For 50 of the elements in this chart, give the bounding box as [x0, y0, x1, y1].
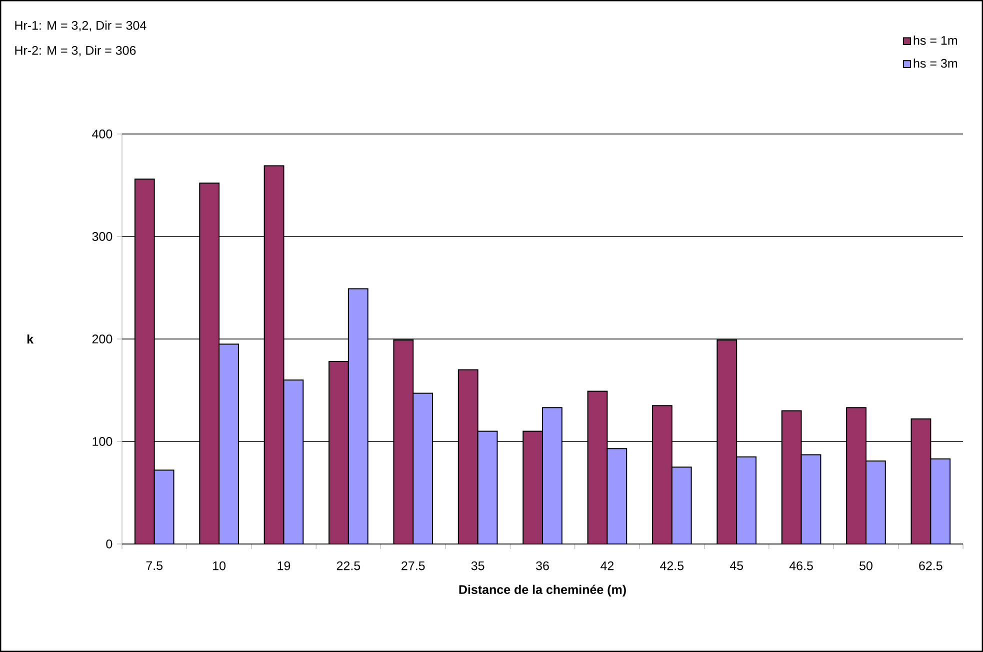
x-tick-label: 46.5	[789, 561, 813, 570]
bar	[218, 344, 239, 544]
bar	[393, 340, 414, 544]
x-tick-label: 42.5	[660, 561, 684, 570]
x-tick-label: 62.5	[919, 561, 942, 570]
bar	[264, 165, 284, 544]
bar	[800, 454, 822, 544]
bar	[348, 288, 368, 544]
bar	[846, 407, 866, 544]
y-tick-label: 100	[92, 437, 112, 446]
bar	[328, 361, 349, 544]
bar	[652, 405, 672, 544]
x-axis-title: Distance de la cheminée (m)	[459, 584, 626, 596]
bar	[736, 456, 756, 544]
bar	[199, 182, 220, 544]
bar	[477, 430, 498, 544]
x-tick-label: 27.5	[402, 561, 425, 570]
x-tick-label: 7.5	[146, 561, 163, 570]
x-tick-label: 10	[213, 561, 226, 570]
y-tick-label: 0	[106, 540, 112, 548]
x-tick-label: 22.5	[336, 561, 360, 570]
bar	[458, 369, 478, 544]
bar	[781, 410, 802, 544]
x-tick-label: 19	[278, 561, 290, 570]
bar	[587, 390, 608, 544]
x-tick-label: 50	[860, 561, 872, 570]
y-tick-label: 400	[92, 130, 112, 138]
y-tick-label: 300	[92, 232, 112, 241]
x-tick-label: 35	[471, 561, 484, 570]
bar	[671, 466, 692, 544]
y-axis-title: k	[27, 334, 34, 344]
bar	[522, 430, 544, 544]
x-tick-label: 42	[600, 561, 614, 570]
bar	[865, 460, 886, 544]
x-tick-label: 36	[536, 561, 549, 570]
bar	[606, 448, 628, 544]
text: Hr-2: M = 3, Dir = 306	[15, 46, 136, 56]
text: Hr-1: M = 3,2, Dir = 304	[15, 20, 146, 32]
legend-label: hs = 3m	[914, 58, 957, 68]
legend-label: hs = 1m	[914, 36, 957, 45]
y-tick-label: 200	[92, 334, 112, 344]
bar	[412, 392, 434, 544]
bar	[542, 407, 562, 544]
bar	[283, 379, 304, 544]
bar	[716, 340, 738, 544]
bar	[154, 470, 174, 544]
bar	[910, 418, 932, 544]
bar	[134, 178, 155, 544]
x-tick-label: 45	[730, 561, 744, 570]
bar	[930, 458, 951, 544]
